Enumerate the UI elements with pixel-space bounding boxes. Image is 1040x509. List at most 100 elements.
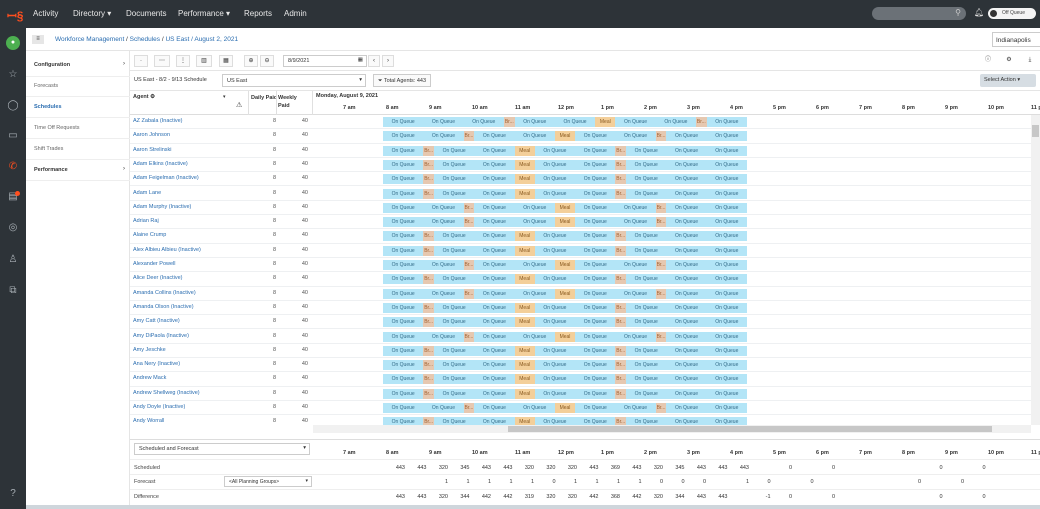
on-queue-segment[interactable]: On Queue [715, 276, 739, 283]
on-queue-segment[interactable]: On Queue [634, 276, 658, 283]
on-queue-segment[interactable]: On Queue [482, 190, 506, 197]
on-queue-segment[interactable]: On Queue [543, 304, 567, 311]
on-queue-segment[interactable]: On Queue [482, 147, 506, 154]
on-queue-segment[interactable]: On Queue [482, 319, 506, 326]
timezone-select[interactable]: Indianapolis▾ [992, 32, 1040, 47]
on-queue-segment[interactable]: On Queue [442, 176, 466, 183]
on-queue-segment[interactable]: On Queue [624, 133, 648, 140]
meal-segment[interactable]: Meal [554, 403, 576, 413]
agent-name-link[interactable]: Alex Albieu Albieu (Inactive) [133, 246, 201, 253]
break-segment[interactable]: Br... [615, 274, 627, 285]
on-queue-segment[interactable]: On Queue [482, 133, 506, 140]
break-segment[interactable]: Br... [463, 131, 475, 142]
on-queue-segment[interactable]: On Queue [634, 419, 658, 425]
break-segment[interactable]: Br... [615, 145, 627, 156]
agent-name-link[interactable]: Amy Jeschke [133, 346, 166, 353]
on-queue-segment[interactable]: On Queue [583, 319, 607, 326]
phone-icon[interactable]: ✆ [8, 161, 18, 172]
break-segment[interactable]: Br... [655, 331, 667, 342]
on-queue-segment[interactable]: On Queue [563, 119, 587, 125]
on-queue-segment[interactable]: On Queue [634, 347, 658, 354]
on-queue-segment[interactable]: On Queue [391, 161, 415, 168]
dashes-icon[interactable]: ⋯ [154, 55, 170, 67]
break-segment[interactable]: Br... [655, 131, 667, 142]
break-segment[interactable]: Br... [423, 245, 434, 256]
on-queue-segment[interactable]: On Queue [543, 247, 567, 254]
on-queue-segment[interactable]: On Queue [523, 119, 547, 125]
on-queue-segment[interactable]: On Queue [674, 347, 699, 354]
on-queue-segment[interactable]: On Queue [391, 190, 415, 197]
schedule-lane[interactable]: On Queue On Queue Br... On Queue On Queue Mea… [383, 288, 747, 299]
agent-name-link[interactable]: Amanda Olson (Inactive) [133, 303, 194, 310]
on-queue-segment[interactable]: On Queue [431, 290, 455, 297]
on-queue-segment[interactable]: On Queue [715, 262, 739, 268]
on-queue-segment[interactable]: On Queue [634, 233, 658, 240]
on-queue-segment[interactable]: On Queue [472, 119, 496, 125]
on-queue-segment[interactable]: On Queue [391, 262, 415, 268]
agent-name-link[interactable]: Andy Doyle (Inactive) [133, 404, 186, 410]
on-queue-segment[interactable]: On Queue [442, 304, 466, 311]
on-queue-segment[interactable]: On Queue [583, 147, 607, 154]
break-segment[interactable]: Br... [463, 288, 475, 299]
on-queue-segment[interactable]: On Queue [442, 247, 466, 254]
on-queue-segment[interactable]: On Queue [523, 290, 547, 297]
on-queue-segment[interactable]: On Queue [442, 319, 466, 326]
on-queue-segment[interactable]: On Queue [674, 262, 699, 268]
schedule-lane[interactable]: On Queue Br... On Queue On Queue Meal On Queu… [383, 231, 747, 242]
on-queue-segment[interactable]: On Queue [583, 419, 607, 425]
on-queue-segment[interactable]: On Queue [391, 376, 415, 383]
on-queue-segment[interactable]: On Queue [482, 262, 506, 268]
on-queue-segment[interactable]: On Queue [715, 133, 739, 140]
break-segment[interactable]: Br... [463, 403, 475, 413]
breadcrumb-wfm[interactable]: Workforce Management [55, 36, 125, 43]
on-queue-segment[interactable]: On Queue [391, 419, 415, 425]
on-queue-segment[interactable]: On Queue [482, 161, 506, 168]
on-queue-segment[interactable]: On Queue [391, 276, 415, 283]
sidenav-performance[interactable]: Performance [34, 167, 68, 173]
on-queue-segment[interactable]: On Queue [715, 405, 739, 411]
on-queue-segment[interactable]: On Queue [523, 133, 547, 140]
group-select[interactable]: US East ▾ [222, 74, 366, 87]
on-queue-segment[interactable]: On Queue [715, 233, 739, 240]
horizontal-scrollbar[interactable] [313, 425, 1031, 433]
apps-icon[interactable]: ⧉ [9, 285, 17, 296]
schedule-lane[interactable]: On Queue Br... On Queue On Queue Meal On Queu… [383, 388, 747, 399]
on-queue-segment[interactable]: On Queue [391, 133, 415, 140]
nav-directory[interactable]: Directory ▾ [73, 9, 112, 18]
on-queue-segment[interactable]: On Queue [482, 362, 506, 369]
on-queue-segment[interactable]: On Queue [634, 304, 658, 311]
schedule-lane[interactable]: On Queue On Queue Br... On Queue On Queue Mea… [383, 403, 747, 413]
on-queue-segment[interactable]: On Queue [583, 290, 607, 297]
on-queue-segment[interactable]: On Queue [391, 204, 415, 211]
on-queue-segment[interactable]: On Queue [715, 319, 739, 326]
agent-name-link[interactable]: Aaron Strelinski [133, 146, 172, 153]
break-segment[interactable]: Br... [615, 231, 627, 242]
on-queue-segment[interactable]: On Queue [431, 405, 455, 411]
meal-segment[interactable]: Meal [595, 117, 616, 127]
agent-name-link[interactable]: Alice Deer (Inactive) [133, 275, 183, 282]
break-segment[interactable]: Br... [655, 403, 667, 413]
on-queue-segment[interactable]: On Queue [583, 362, 607, 369]
agent-name-link[interactable]: Andrew Shellweg (Inactive) [133, 389, 200, 396]
break-segment[interactable]: Br... [423, 231, 434, 242]
on-queue-segment[interactable]: On Queue [543, 233, 567, 240]
download-icon[interactable]: ⤓ [1028, 57, 1032, 63]
agent-name-link[interactable]: Ana Nery (Inactive) [133, 361, 181, 368]
on-queue-segment[interactable]: On Queue [634, 147, 658, 154]
on-queue-segment[interactable]: On Queue [543, 319, 567, 326]
scroll-thumb[interactable] [508, 426, 992, 432]
on-queue-segment[interactable]: On Queue [583, 233, 607, 240]
zoom-in-icon[interactable]: ⊕ [244, 55, 258, 67]
previous-day-button[interactable]: ‹ [368, 55, 380, 67]
on-queue-segment[interactable]: On Queue [442, 147, 466, 154]
agent-name-link[interactable]: AZ Zabala (Inactive) [133, 118, 183, 124]
meal-segment[interactable]: Meal [514, 302, 535, 313]
on-queue-segment[interactable]: On Queue [482, 304, 506, 311]
on-queue-segment[interactable]: On Queue [543, 276, 567, 283]
on-queue-segment[interactable]: On Queue [715, 362, 739, 369]
vertical-scrollbar[interactable] [1031, 115, 1040, 425]
on-queue-segment[interactable]: On Queue [583, 390, 607, 397]
schedule-lane[interactable]: On Queue On Queue On Queue Br... On Queue On … [383, 117, 747, 127]
nav-performance[interactable]: Performance ▾ [178, 9, 231, 18]
on-queue-segment[interactable]: On Queue [674, 219, 699, 226]
